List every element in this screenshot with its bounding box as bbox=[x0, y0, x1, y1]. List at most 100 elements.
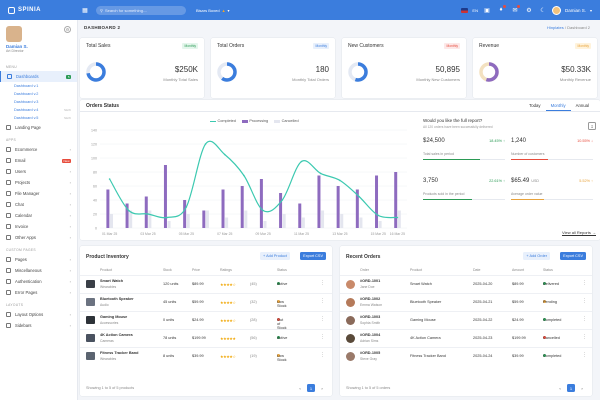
add-order-button[interactable]: + Add Order bbox=[523, 252, 550, 260]
column-header[interactable]: Amount bbox=[512, 268, 525, 272]
order-id[interactable]: #ORD-1005 bbox=[360, 351, 381, 355]
order-id[interactable]: #ORD-1003 bbox=[360, 315, 381, 319]
product-name[interactable]: Smart Watch bbox=[100, 279, 124, 283]
sidebar-item[interactable]: Other Apps › bbox=[0, 232, 77, 243]
column-header[interactable]: Stock bbox=[163, 268, 172, 272]
table-row[interactable]: #ORD-1005 Steve Gray Fitness Tracker Band 2… bbox=[340, 347, 592, 365]
sidebar-item[interactable]: Invoice › bbox=[0, 221, 77, 232]
more-options-icon[interactable]: ⋮ bbox=[320, 280, 325, 286]
sidebar-item[interactable]: File Manager › bbox=[0, 188, 77, 199]
sidebar-item[interactable]: Chat › bbox=[0, 199, 77, 210]
page-button[interactable]: 1 bbox=[307, 384, 315, 392]
sidebar-avatar[interactable] bbox=[6, 26, 22, 42]
column-header[interactable]: Product bbox=[410, 268, 423, 272]
fullscreen-icon[interactable]: ▣ bbox=[484, 7, 490, 14]
moon-icon[interactable]: ☾ bbox=[540, 7, 546, 14]
sidebar-item[interactable]: Projects › bbox=[0, 177, 77, 188]
column-header[interactable]: Price bbox=[192, 268, 200, 272]
search-input[interactable] bbox=[104, 7, 180, 13]
more-options-icon[interactable]: ⋮ bbox=[320, 334, 325, 340]
more-options-icon[interactable]: ⋮ bbox=[582, 352, 587, 358]
table-row[interactable]: Smart Watch Wearables 120 units $89.99 ★★★★☆… bbox=[80, 275, 332, 293]
sidebar-user-name[interactable]: Damian S. bbox=[6, 44, 28, 49]
search-box[interactable]: ⚲ bbox=[96, 5, 186, 15]
table-row[interactable]: Fitness Tracker Band Wearables 8 units $39.… bbox=[80, 347, 332, 365]
more-options-icon[interactable]: ⋮ bbox=[582, 316, 587, 322]
legend-item[interactable]: Cancelled bbox=[274, 119, 299, 123]
column-header[interactable]: Date bbox=[473, 268, 481, 272]
product-name[interactable]: Fitness Tracker Band bbox=[100, 351, 139, 355]
column-header[interactable]: Product bbox=[100, 268, 113, 272]
export-csv-button[interactable]: Export CSV bbox=[560, 252, 586, 260]
column-header[interactable]: Ratings bbox=[220, 268, 232, 272]
sidebar-item-dashboards[interactable]: Dashboards 5 bbox=[0, 71, 77, 82]
table-row[interactable]: #ORD-1003 Sophia Smith Gaming Mouse 2025-04… bbox=[340, 311, 592, 329]
legend-item[interactable]: Completed bbox=[210, 119, 236, 123]
sidebar-subitem-dashboard[interactable]: Dashboard v.4 NEW bbox=[0, 106, 77, 114]
more-options-icon[interactable]: ⋮ bbox=[582, 280, 587, 286]
more-options-icon[interactable]: ⋮ bbox=[320, 316, 325, 322]
order-id[interactable]: #ORD-1002 bbox=[360, 297, 381, 301]
export-csv-button[interactable]: Export CSV bbox=[300, 252, 326, 260]
sidebar-item[interactable]: Users › bbox=[0, 166, 77, 177]
tab-monthly[interactable]: Monthly bbox=[545, 101, 571, 111]
sidebar-item-landing[interactable]: Landing Page bbox=[0, 122, 77, 133]
sidebar-item[interactable]: Sidebars › bbox=[0, 320, 77, 331]
table-row[interactable]: Gaming Mouse Accessories 0 units $24.99 ★★★★… bbox=[80, 311, 332, 330]
tab-annual[interactable]: Annual bbox=[575, 103, 589, 108]
product-name[interactable]: Bluetooth Speaker bbox=[100, 297, 134, 301]
sidebar-item[interactable]: Pages › bbox=[0, 254, 77, 265]
sidebar-item[interactable]: Layout Options › bbox=[0, 309, 77, 320]
sidebar-item[interactable]: Calendar › bbox=[0, 210, 77, 221]
column-header[interactable]: Order bbox=[360, 268, 369, 272]
topbar-avatar[interactable] bbox=[551, 5, 561, 15]
table-row[interactable]: 4K Action Camera Cameras 78 units $199.99 ★★… bbox=[80, 329, 332, 347]
sidebar-subitem-dashboard[interactable]: Dashboard v.1 bbox=[0, 82, 77, 90]
bar-cancelled bbox=[129, 210, 133, 228]
view-all-reports-link[interactable]: View all Reports → bbox=[562, 230, 596, 236]
brand[interactable]: SPINIA bbox=[0, 6, 80, 14]
next-page-icon[interactable]: › bbox=[321, 385, 323, 391]
topbar-user-name[interactable]: Damian S. bbox=[564, 7, 586, 13]
next-page-icon[interactable]: › bbox=[581, 385, 583, 391]
workspace-dropdown[interactable]: Bisars Boxed ▲ ▾ bbox=[196, 8, 230, 13]
add-product-button[interactable]: + Add Product bbox=[260, 252, 290, 260]
flag-icon[interactable] bbox=[461, 7, 469, 13]
table-row[interactable]: Bluetooth Speaker Audio 45 units $59.99 ★★★★… bbox=[80, 293, 332, 311]
download-icon[interactable]: ↧ bbox=[588, 122, 596, 130]
breadcrumb-root[interactable]: Hinplates bbox=[547, 24, 564, 30]
product-name[interactable]: 4K Action Camera bbox=[100, 333, 133, 337]
legend-item[interactable]: Processing bbox=[241, 119, 268, 123]
table-row[interactable]: #ORD-1004 Adrian Sims 4K Action Camera 2025… bbox=[340, 329, 592, 347]
mail-icon[interactable]: ✉ bbox=[510, 5, 520, 15]
table-row[interactable]: #ORD-1002 Emma Watson Bluetooth Speaker 202… bbox=[340, 293, 592, 311]
prev-page-icon[interactable]: ‹ bbox=[299, 385, 301, 391]
chevron-down-icon[interactable]: ▾ bbox=[589, 7, 592, 13]
sidebar-subitem-dashboard[interactable]: Dashboard v.3 bbox=[0, 98, 77, 106]
order-id[interactable]: #ORD-1004 bbox=[360, 333, 381, 337]
page-button[interactable]: 1 bbox=[567, 384, 575, 392]
sidebar-item[interactable]: Email New bbox=[0, 155, 77, 166]
sidebar-subitem-dashboard[interactable]: Dashboard v.2 bbox=[0, 90, 77, 98]
sidebar-subitem-dashboard[interactable]: Dashboard v.5 NEW bbox=[0, 114, 77, 122]
table-row[interactable]: #ORD-1001 Jane Doe Smart Watch 2025-04-20 $8… bbox=[340, 275, 592, 293]
more-options-icon[interactable]: ⋮ bbox=[582, 334, 587, 340]
grid-menu-icon[interactable]: ▦ bbox=[82, 7, 88, 14]
sidebar-item[interactable]: Authentication › bbox=[0, 276, 77, 287]
tab-today[interactable]: Today bbox=[529, 103, 541, 108]
sidebar-item[interactable]: Ecommerce › bbox=[0, 144, 77, 155]
sidebar-settings-icon[interactable]: ⚙ bbox=[64, 26, 71, 33]
column-header[interactable]: Status bbox=[277, 268, 287, 272]
more-options-icon[interactable]: ⋮ bbox=[320, 298, 325, 304]
settings-icon[interactable]: ⚙ bbox=[526, 7, 532, 14]
order-id[interactable]: #ORD-1001 bbox=[360, 279, 381, 283]
sidebar-item[interactable]: Miscellaneous › bbox=[0, 265, 77, 276]
column-header[interactable]: Status bbox=[543, 268, 553, 272]
product-name[interactable]: Gaming Mouse bbox=[100, 315, 128, 319]
bell-icon[interactable]: ♦ bbox=[496, 5, 506, 15]
language-label[interactable]: EN bbox=[472, 7, 478, 13]
more-options-icon[interactable]: ⋮ bbox=[320, 352, 325, 358]
more-options-icon[interactable]: ⋮ bbox=[582, 298, 587, 304]
prev-page-icon[interactable]: ‹ bbox=[559, 385, 561, 391]
sidebar-item[interactable]: Error Pages › bbox=[0, 287, 77, 298]
